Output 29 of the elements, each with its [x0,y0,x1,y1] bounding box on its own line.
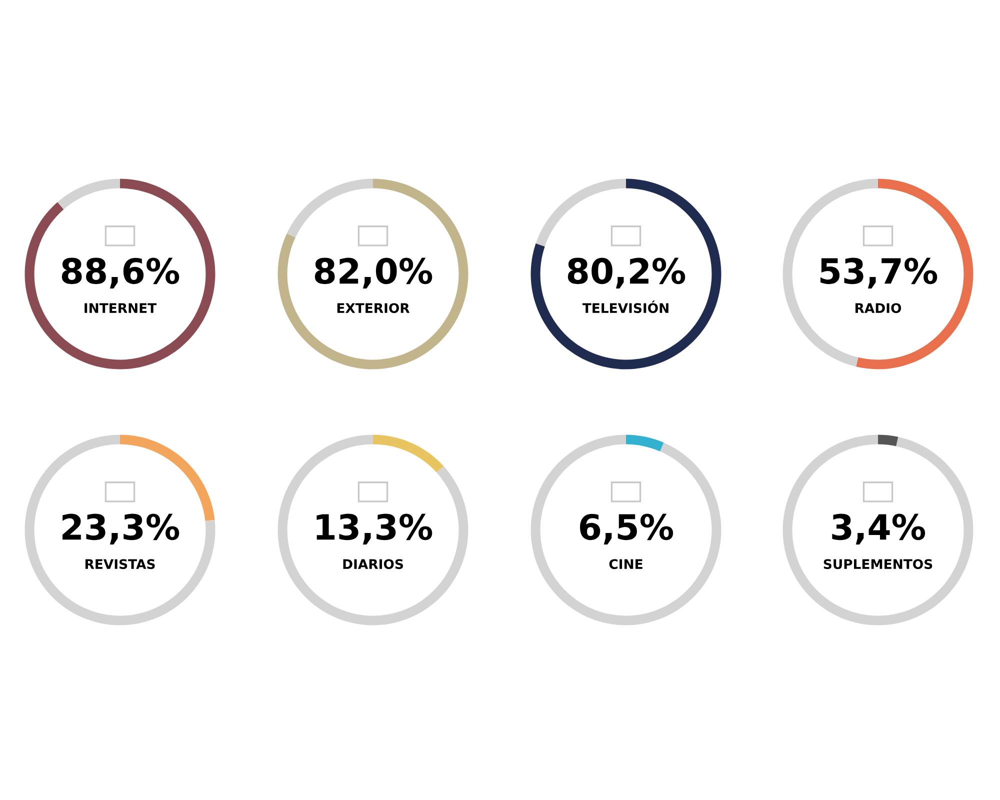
text: SUPLEMENTOS [824,559,932,570]
text: REVISTAS [85,559,155,570]
donut-slice [278,434,468,626]
text: EXTERIOR [337,303,410,314]
text: TELEVISIÓN [582,300,668,314]
text: 23,3% [62,514,180,545]
donut-slice [278,178,468,370]
donut-slice [878,434,898,446]
donut-slice [286,178,373,238]
donut-slice [536,178,626,246]
text: INTERNET [84,303,157,313]
text: RADIO [855,303,902,314]
text: DIARIOS [343,559,403,570]
text: 3,4% [832,514,926,545]
donut-slice [24,178,216,370]
text: 6,5% [580,514,674,545]
text: 13,3% [316,514,432,545]
donut-slice [626,434,664,452]
donut-slice [57,178,120,210]
text: CINE [609,559,642,570]
text: 82,0% [314,258,432,289]
donut-slice [782,434,974,626]
text: 80,2% [568,258,686,289]
donut-slice [373,434,444,473]
donut-slice [24,434,216,626]
text: 88,6% [62,258,180,289]
text: 53,7% [820,258,938,289]
donut-slice [530,434,722,626]
donut-slice [530,178,722,370]
